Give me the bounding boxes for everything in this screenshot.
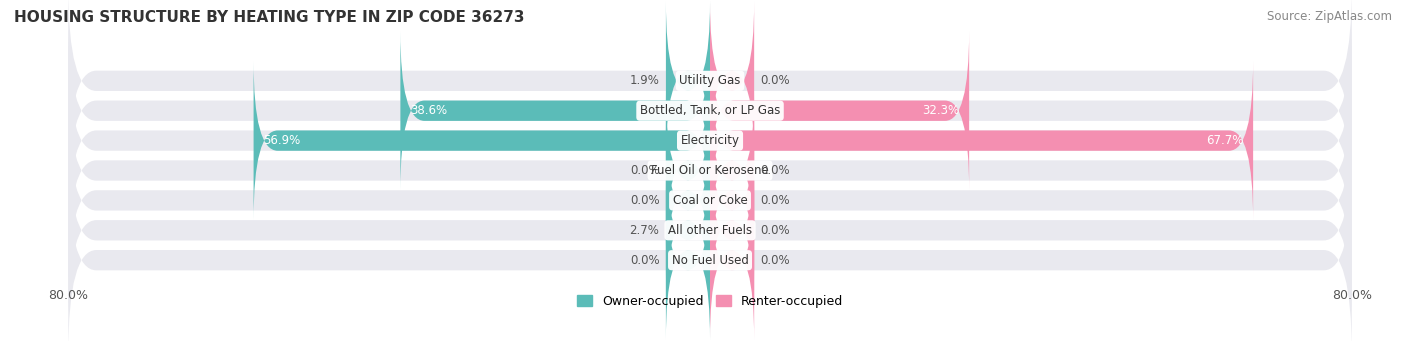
FancyBboxPatch shape bbox=[69, 0, 1351, 175]
FancyBboxPatch shape bbox=[69, 136, 1351, 325]
FancyBboxPatch shape bbox=[666, 91, 710, 250]
FancyBboxPatch shape bbox=[710, 61, 1253, 220]
FancyBboxPatch shape bbox=[710, 31, 969, 190]
Text: Utility Gas: Utility Gas bbox=[679, 74, 741, 87]
FancyBboxPatch shape bbox=[666, 181, 710, 340]
Text: 0.0%: 0.0% bbox=[761, 254, 790, 267]
Text: 32.3%: 32.3% bbox=[922, 104, 959, 117]
Text: 38.6%: 38.6% bbox=[411, 104, 447, 117]
Text: Coal or Coke: Coal or Coke bbox=[672, 194, 748, 207]
Text: Fuel Oil or Kerosene: Fuel Oil or Kerosene bbox=[651, 164, 769, 177]
FancyBboxPatch shape bbox=[710, 91, 754, 250]
Text: Bottled, Tank, or LP Gas: Bottled, Tank, or LP Gas bbox=[640, 104, 780, 117]
FancyBboxPatch shape bbox=[69, 16, 1351, 205]
FancyBboxPatch shape bbox=[253, 61, 710, 220]
Text: 0.0%: 0.0% bbox=[630, 164, 659, 177]
Text: Electricity: Electricity bbox=[681, 134, 740, 147]
Text: 67.7%: 67.7% bbox=[1206, 134, 1243, 147]
Text: 1.9%: 1.9% bbox=[630, 74, 659, 87]
Text: Source: ZipAtlas.com: Source: ZipAtlas.com bbox=[1267, 10, 1392, 23]
FancyBboxPatch shape bbox=[666, 121, 710, 280]
Text: No Fuel Used: No Fuel Used bbox=[672, 254, 748, 267]
FancyBboxPatch shape bbox=[710, 151, 754, 310]
Text: 2.7%: 2.7% bbox=[630, 224, 659, 237]
Text: 0.0%: 0.0% bbox=[761, 194, 790, 207]
FancyBboxPatch shape bbox=[666, 1, 710, 160]
Text: 0.0%: 0.0% bbox=[761, 74, 790, 87]
Legend: Owner-occupied, Renter-occupied: Owner-occupied, Renter-occupied bbox=[572, 290, 848, 313]
Text: HOUSING STRUCTURE BY HEATING TYPE IN ZIP CODE 36273: HOUSING STRUCTURE BY HEATING TYPE IN ZIP… bbox=[14, 10, 524, 25]
FancyBboxPatch shape bbox=[69, 76, 1351, 265]
FancyBboxPatch shape bbox=[69, 166, 1351, 341]
FancyBboxPatch shape bbox=[710, 181, 754, 340]
Text: 0.0%: 0.0% bbox=[761, 224, 790, 237]
Text: 0.0%: 0.0% bbox=[630, 254, 659, 267]
FancyBboxPatch shape bbox=[401, 31, 710, 190]
FancyBboxPatch shape bbox=[710, 121, 754, 280]
Text: All other Fuels: All other Fuels bbox=[668, 224, 752, 237]
FancyBboxPatch shape bbox=[69, 106, 1351, 295]
FancyBboxPatch shape bbox=[710, 1, 754, 160]
FancyBboxPatch shape bbox=[666, 151, 710, 310]
Text: 0.0%: 0.0% bbox=[761, 164, 790, 177]
FancyBboxPatch shape bbox=[69, 46, 1351, 235]
Text: 56.9%: 56.9% bbox=[263, 134, 301, 147]
Text: 0.0%: 0.0% bbox=[630, 194, 659, 207]
